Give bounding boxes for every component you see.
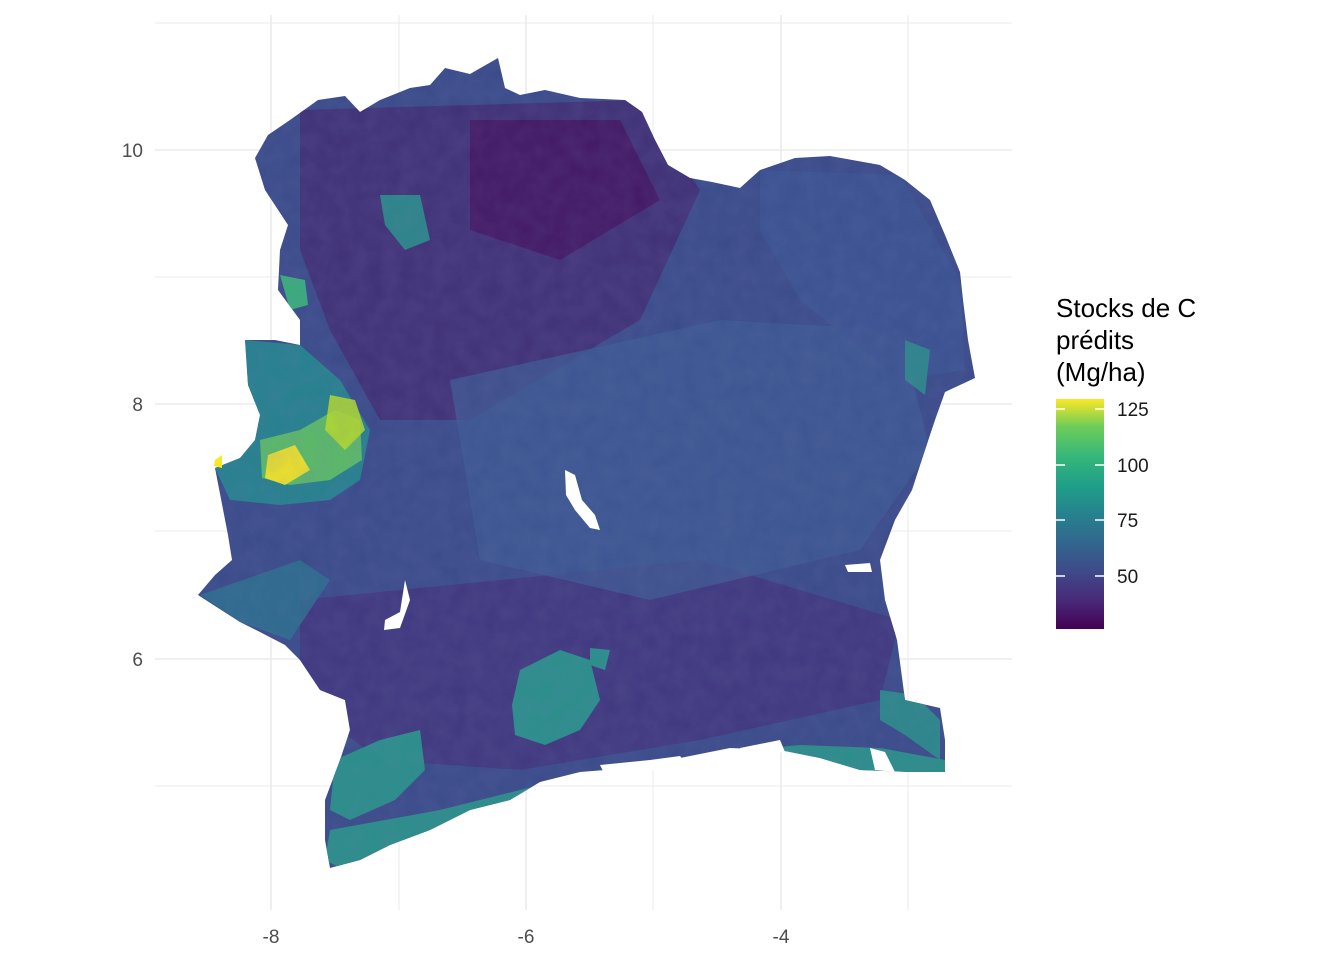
y-tick-label: 10 (122, 141, 143, 162)
x-tick-label: -4 (773, 927, 790, 948)
legend-label: 125 (1117, 400, 1149, 421)
legend-title: Stocks de C prédits (Mg/ha) (1056, 293, 1197, 387)
y-tick-label: 8 (132, 395, 143, 416)
carbon-stock-raster (198, 58, 975, 868)
y-tick-label: 6 (132, 650, 143, 671)
x-axis: -8 -6 -4 (263, 927, 790, 948)
x-tick-label: -8 (263, 927, 280, 948)
colorbar-gradient (1056, 399, 1104, 629)
x-tick-label: -6 (518, 927, 535, 948)
legend-label: 50 (1117, 567, 1138, 588)
legend-label: 75 (1117, 511, 1138, 532)
y-axis: 10 8 6 (122, 141, 143, 671)
legend-colorbar: 125 100 75 50 (1056, 399, 1149, 629)
legend-label: 100 (1117, 456, 1149, 477)
